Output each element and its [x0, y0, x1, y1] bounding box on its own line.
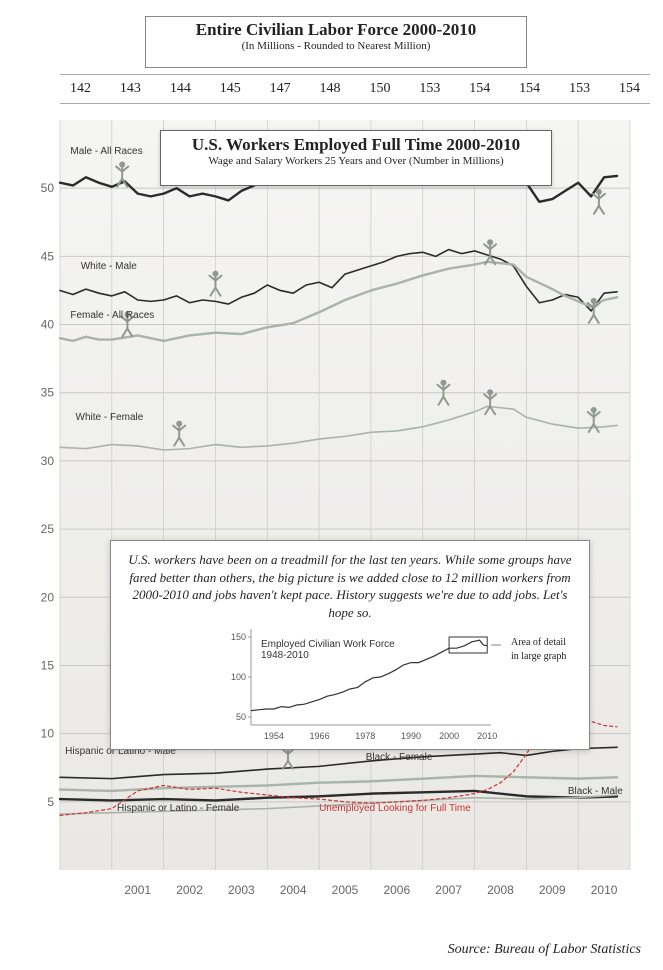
title2-main: U.S. Workers Employed Full Time 2000-201…	[161, 135, 551, 155]
labor-force-value: 154	[469, 81, 490, 97]
svg-text:1954: 1954	[264, 731, 284, 741]
svg-text:2002: 2002	[176, 883, 203, 897]
svg-text:2006: 2006	[383, 883, 410, 897]
series-label: Black - Female	[366, 752, 433, 763]
svg-text:5: 5	[47, 795, 54, 809]
labor-force-value: 148	[320, 81, 341, 97]
svg-text:15: 15	[41, 658, 55, 672]
svg-text:20: 20	[41, 590, 55, 604]
labor-force-value: 142	[70, 81, 91, 97]
svg-text:2005: 2005	[332, 883, 359, 897]
title2-sub: Wage and Salary Workers 25 Years and Ove…	[161, 155, 551, 168]
series-label: Female - All Races	[70, 310, 154, 321]
commentary-text: U.S. workers have been on a treadmill fo…	[125, 551, 575, 621]
svg-text:2000: 2000	[439, 731, 459, 741]
svg-text:Employed Civilian Work Force19: Employed Civilian Work Force1948-2010	[261, 639, 395, 661]
title-box-fulltime: U.S. Workers Employed Full Time 2000-201…	[160, 130, 552, 186]
svg-text:1990: 1990	[401, 731, 421, 741]
mini-chart-svg: 50 100 150 1954 1966 1978 1990 2000 2010 Employed…	[221, 623, 501, 743]
chart-area: Entire Civilian Labor Force 2000-2010 (I…	[20, 10, 640, 930]
labor-force-value: 147	[270, 81, 291, 97]
main-plot: 5 10 15 20 25 30 35 40 45 50 2001 2002 2003 2004 2005 2…	[20, 110, 640, 910]
svg-text:2010: 2010	[591, 883, 618, 897]
svg-text:40: 40	[41, 318, 55, 332]
labor-force-value: 153	[419, 81, 440, 97]
labor-force-value: 143	[120, 81, 141, 97]
infographic-container: Entire Civilian Labor Force 2000-2010 (I…	[0, 0, 663, 970]
labor-force-value: 145	[220, 81, 241, 97]
svg-text:2001: 2001	[124, 883, 151, 897]
svg-text:45: 45	[41, 249, 55, 263]
svg-text:2007: 2007	[435, 883, 462, 897]
series-label: Hispanic or Latino - Female	[117, 803, 239, 814]
svg-text:50: 50	[41, 181, 55, 195]
title-box-labor-force: Entire Civilian Labor Force 2000-2010 (I…	[145, 16, 527, 68]
series-label: White - Male	[81, 261, 137, 272]
source-label: Source: Bureau of Labor Statistics	[448, 942, 641, 958]
svg-text:2010: 2010	[477, 731, 497, 741]
svg-text:2009: 2009	[539, 883, 566, 897]
labor-force-values-row: 142 143 144 145 147 148 150 153 154 154 153 154	[60, 74, 650, 104]
series-label: Unemployed Looking for Full Time	[319, 803, 471, 814]
svg-text:50: 50	[236, 712, 246, 722]
commentary-box: U.S. workers have been on a treadmill fo…	[110, 540, 590, 750]
main-chart-svg: 5 10 15 20 25 30 35 40 45 50 2001 2002 2003 2004 2005 2…	[20, 110, 640, 910]
labor-force-value: 150	[369, 81, 390, 97]
svg-text:25: 25	[41, 522, 55, 536]
labor-force-value: 154	[619, 81, 640, 97]
svg-text:2003: 2003	[228, 883, 255, 897]
mini-annotation: Area of detailin large graph	[511, 636, 591, 663]
svg-text:10: 10	[41, 727, 55, 741]
svg-text:2008: 2008	[487, 883, 514, 897]
title1-sub: (In Millions - Rounded to Nearest Millio…	[146, 40, 526, 52]
svg-text:35: 35	[41, 386, 55, 400]
svg-text:100: 100	[231, 672, 246, 682]
svg-text:2004: 2004	[280, 883, 307, 897]
title1-main: Entire Civilian Labor Force 2000-2010	[146, 21, 526, 40]
series-label: Black - Male	[568, 786, 623, 797]
series-label: Male - All Races	[70, 146, 142, 157]
svg-text:1978: 1978	[355, 731, 375, 741]
labor-force-value: 144	[170, 81, 191, 97]
svg-text:30: 30	[41, 454, 55, 468]
series-label: White - Female	[76, 412, 144, 423]
svg-text:1966: 1966	[310, 731, 330, 741]
svg-text:150: 150	[231, 632, 246, 642]
labor-force-value: 153	[569, 81, 590, 97]
labor-force-value: 154	[519, 81, 540, 97]
